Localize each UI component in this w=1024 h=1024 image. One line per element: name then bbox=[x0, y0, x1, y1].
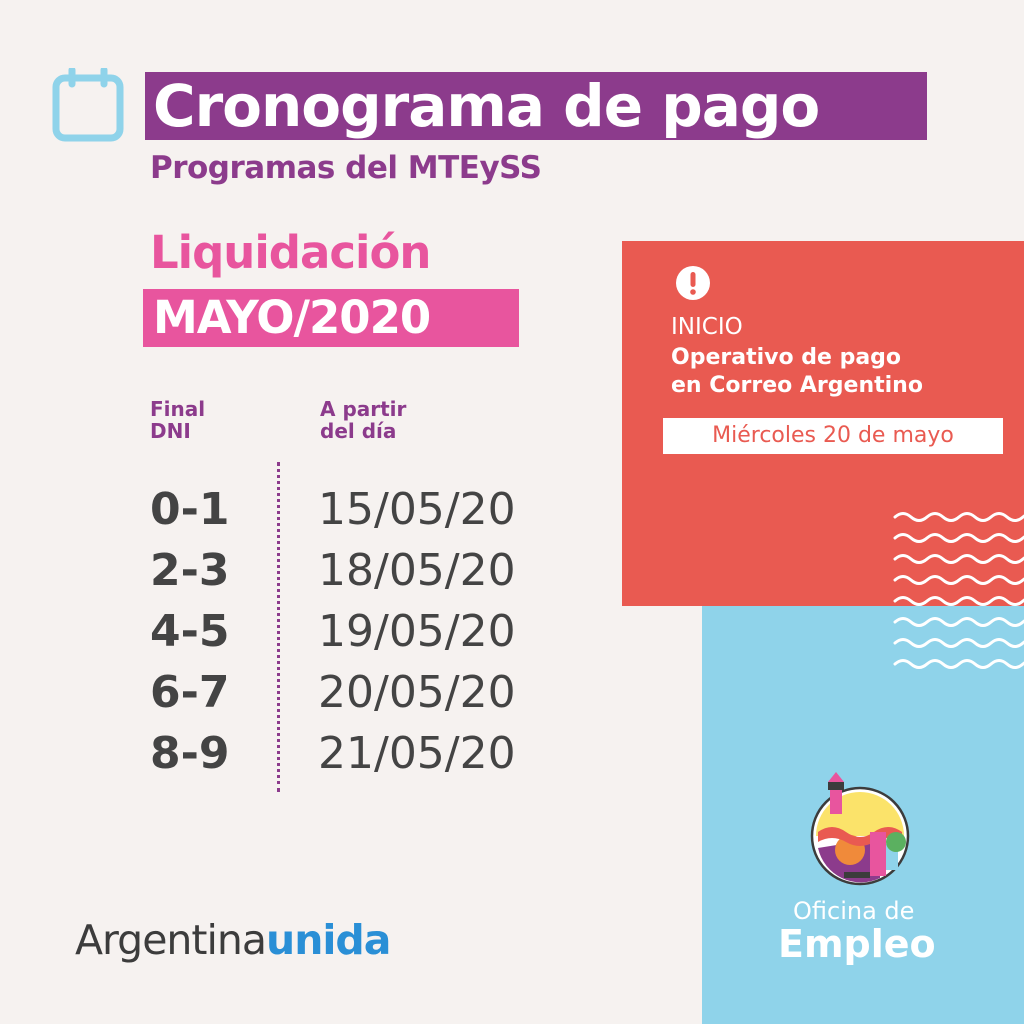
notice-line-2: en Correo Argentino bbox=[671, 373, 923, 398]
office-label: Oficina de bbox=[793, 897, 915, 925]
notice-start-label: INICIO bbox=[671, 314, 743, 340]
table-row: 8-9 21/05/20 bbox=[150, 728, 570, 789]
brand-part-2: unida bbox=[266, 916, 391, 964]
payment-date: 15/05/20 bbox=[318, 484, 516, 535]
notice-description: Operativo de pago en Correo Argentino bbox=[671, 344, 1001, 400]
dni-range: 2-3 bbox=[150, 545, 230, 596]
schedule-table: 0-1 15/05/20 2-3 18/05/20 4-5 19/05/20 6… bbox=[150, 484, 570, 789]
notice-date-badge: Miércoles 20 de mayo bbox=[663, 418, 1003, 454]
table-row: 2-3 18/05/20 bbox=[150, 545, 570, 606]
column-header-date-line1: A partir bbox=[320, 397, 407, 421]
liquidacion-label: Liquidación bbox=[150, 226, 431, 279]
argentina-unida-logo: Argentinaunida bbox=[75, 916, 391, 964]
notice-line-1: Operativo de pago bbox=[671, 345, 902, 370]
column-header-dni-line2: DNI bbox=[150, 419, 191, 443]
dni-range: 0-1 bbox=[150, 484, 230, 535]
wave-decoration bbox=[893, 512, 1024, 669]
page-title: Cronograma de pago bbox=[145, 72, 927, 140]
payment-date: 19/05/20 bbox=[318, 606, 516, 657]
column-divider bbox=[277, 462, 280, 792]
column-header-date: A partir del día bbox=[320, 398, 406, 442]
page-subtitle: Programas del MTEySS bbox=[150, 150, 542, 186]
table-row: 0-1 15/05/20 bbox=[150, 484, 570, 545]
payment-date: 21/05/20 bbox=[318, 728, 516, 779]
payment-date: 20/05/20 bbox=[318, 667, 516, 718]
exclamation-icon bbox=[676, 266, 710, 300]
dni-range: 8-9 bbox=[150, 728, 230, 779]
liquidacion-period: MAYO/2020 bbox=[143, 289, 519, 347]
table-row: 6-7 20/05/20 bbox=[150, 667, 570, 728]
table-row: 4-5 19/05/20 bbox=[150, 606, 570, 667]
payment-date: 18/05/20 bbox=[318, 545, 516, 596]
column-header-dni-line1: Final bbox=[150, 397, 206, 421]
calendar-icon bbox=[52, 68, 124, 142]
oficina-empleo-logo bbox=[810, 772, 910, 886]
brand-part-1: Argentina bbox=[75, 916, 267, 964]
dni-range: 4-5 bbox=[150, 606, 230, 657]
dni-range: 6-7 bbox=[150, 667, 230, 718]
column-header-dni: Final DNI bbox=[150, 398, 205, 442]
office-name: Empleo bbox=[778, 922, 936, 966]
column-header-date-line2: del día bbox=[320, 419, 397, 443]
